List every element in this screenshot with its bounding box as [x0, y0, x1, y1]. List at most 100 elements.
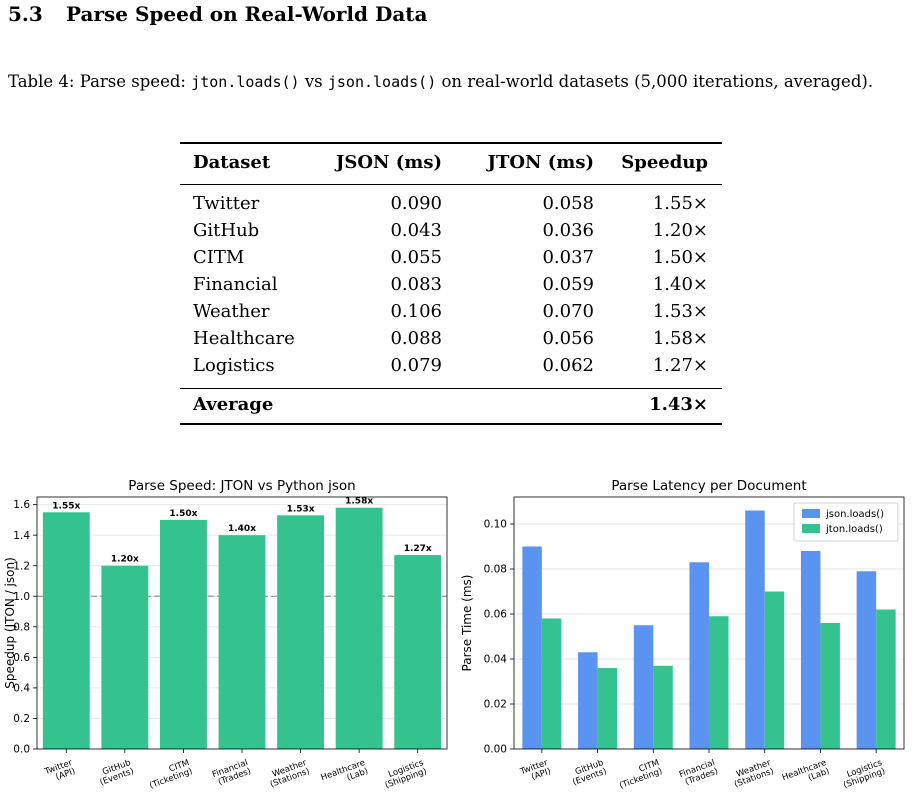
x-tick-label-group: Weather(Stations) — [269, 758, 311, 790]
bar-0 — [745, 510, 765, 749]
footer-speedup: 1.43× — [649, 394, 708, 415]
bar — [42, 512, 90, 749]
table-row: Twitter 0.090 0.058 1.55× — [180, 191, 722, 218]
latency-chart: Parse Latency per Document 0.00 0.02 0.04 0.… — [455, 468, 913, 811]
y-tick-label: 0.10 — [484, 519, 507, 531]
body-speedup: 1.40× — [652, 274, 708, 295]
bar-1 — [820, 623, 840, 749]
x-tick-label-group: Financial(Trades) — [678, 758, 719, 788]
x-tick-label-group: Logistics(Shipping) — [384, 758, 429, 791]
bar — [277, 515, 324, 749]
x-tick-label-group: Financial(Trades) — [211, 758, 252, 788]
table-row: Weather 0.106 0.070 1.53× — [180, 299, 722, 326]
bar-0 — [633, 625, 654, 749]
body-speedup: 1.55× — [652, 193, 708, 214]
body-jton: 0.058 — [542, 193, 594, 214]
x-tick-label-group: Logistics(Shipping) — [842, 758, 887, 791]
bar-1 — [653, 665, 673, 749]
y-tick-label: 0.04 — [484, 654, 508, 666]
y-tick-label: 1.0 — [13, 591, 30, 603]
caption-code-jton: jton.loads() — [191, 73, 300, 91]
body-dataset: GitHub — [193, 220, 260, 241]
y-tick-label: 0.6 — [13, 652, 30, 664]
table-bottom-rule — [180, 423, 722, 425]
body-json: 0.083 — [390, 274, 442, 295]
table-row: Logistics 0.079 0.062 1.27× — [180, 353, 722, 380]
body-speedup: 1.20× — [652, 220, 708, 241]
x-tick-label-group: CITM(Ticketing) — [148, 758, 194, 791]
bar-1 — [876, 609, 896, 749]
table-row: GitHub 0.043 0.036 1.20× — [180, 218, 722, 245]
body-jton: 0.036 — [542, 220, 594, 241]
y-tick-label: 0.02 — [484, 699, 507, 711]
x-tick-label-group: Healthcare(Lab) — [320, 758, 370, 783]
table-header-row: Dataset JSON (ms) JTON (ms) Speedup — [180, 144, 722, 184]
y-tick-label: 0.06 — [484, 609, 508, 621]
y-tick-label: 1.2 — [13, 560, 30, 572]
x-tick-label-group: GitHub(Events) — [99, 758, 136, 788]
legend-label: jton.loads() — [825, 524, 883, 535]
y-tick-label: 1.4 — [13, 530, 30, 542]
table-row: Financial 0.083 0.059 1.40× — [180, 272, 722, 299]
table-body: Twitter 0.090 0.058 1.55× GitHub 0.043 0.036 1.… — [180, 191, 722, 380]
body-json: 0.055 — [390, 247, 442, 268]
body-speedup: 1.27× — [652, 355, 708, 376]
table-mid-rule — [180, 184, 722, 185]
body-dataset: Weather — [193, 301, 270, 322]
caption-code-json: json.loads() — [327, 73, 437, 91]
footer-label: Average — [193, 394, 274, 415]
table-row: Healthcare 0.088 0.056 1.58× — [180, 326, 722, 353]
bar-data-label: 1.55x — [52, 501, 80, 511]
y-tick-label: 0.4 — [13, 683, 30, 695]
latency-chart-svg: Parse Latency per Document 0.00 0.02 0.04 0.… — [460, 478, 905, 791]
caption-prefix: Table 4: Parse speed: — [8, 72, 192, 91]
y-tick-label: 1.6 — [13, 499, 30, 511]
caption-vs: vs — [299, 72, 328, 91]
results-table: Dataset JSON (ms) JTON (ms) Speedup Twit… — [180, 142, 722, 425]
bar-1 — [709, 616, 729, 749]
body-dataset: Financial — [193, 274, 278, 295]
bar-data-label: 1.53x — [287, 504, 315, 514]
bar — [101, 565, 149, 749]
x-tick-label-group: CITM(Ticketing) — [618, 758, 664, 791]
bar-data-label: 1.40x — [228, 524, 256, 534]
bar-data-label: 1.58x — [345, 497, 373, 507]
body-json: 0.088 — [390, 328, 442, 349]
speedup-chart-svg: Parse Speed: JTON vs Python json 0.0 0.2 0.… — [3, 478, 448, 791]
body-dataset: Healthcare — [193, 328, 295, 349]
body-dataset: Logistics — [193, 355, 275, 376]
body-jton: 0.056 — [542, 328, 594, 349]
body-jton: 0.062 — [542, 355, 594, 376]
y-tick-label: 0.08 — [484, 564, 507, 576]
bar — [218, 535, 266, 749]
bar — [335, 507, 383, 749]
table-row: CITM 0.055 0.037 1.50× — [180, 245, 722, 272]
section-heading: 5.3 Parse Speed on Real-World Data — [8, 2, 427, 26]
bar-1 — [764, 591, 785, 749]
header-json: JSON (ms) — [335, 152, 442, 173]
body-json: 0.106 — [390, 301, 442, 322]
bar-1 — [597, 668, 618, 749]
body-json: 0.043 — [390, 220, 442, 241]
speedup-chart: Parse Speed: JTON vs Python json 0.0 0.2 0.… — [0, 468, 450, 811]
x-tick-label-group: GitHub(Events) — [571, 758, 608, 788]
body-jton: 0.037 — [542, 247, 594, 268]
x-tick-label-group: Weather(Stations) — [733, 758, 775, 790]
table-caption: Table 4: Parse speed: jton.loads() vs js… — [8, 70, 908, 94]
bar-0 — [522, 546, 542, 749]
bar-0 — [856, 571, 877, 749]
body-speedup: 1.58× — [652, 328, 708, 349]
y-tick-label: 0.8 — [13, 621, 30, 633]
chart-title: Parse Speed: JTON vs Python json — [128, 478, 355, 494]
bar-1 — [541, 618, 562, 749]
table-footer-rule — [180, 388, 722, 389]
body-speedup: 1.50× — [652, 247, 708, 268]
legend-swatch — [802, 509, 820, 518]
legend-label: json.loads() — [825, 509, 884, 520]
chart-title: Parse Latency per Document — [611, 478, 806, 494]
x-tick-label-group: Twitter(API) — [518, 758, 552, 783]
header-speedup: Speedup — [621, 152, 708, 173]
section-number: 5.3 — [8, 2, 43, 26]
bar-data-label: 1.50x — [169, 509, 197, 519]
y-axis-label: Speedup (JTON / json) — [3, 557, 17, 689]
